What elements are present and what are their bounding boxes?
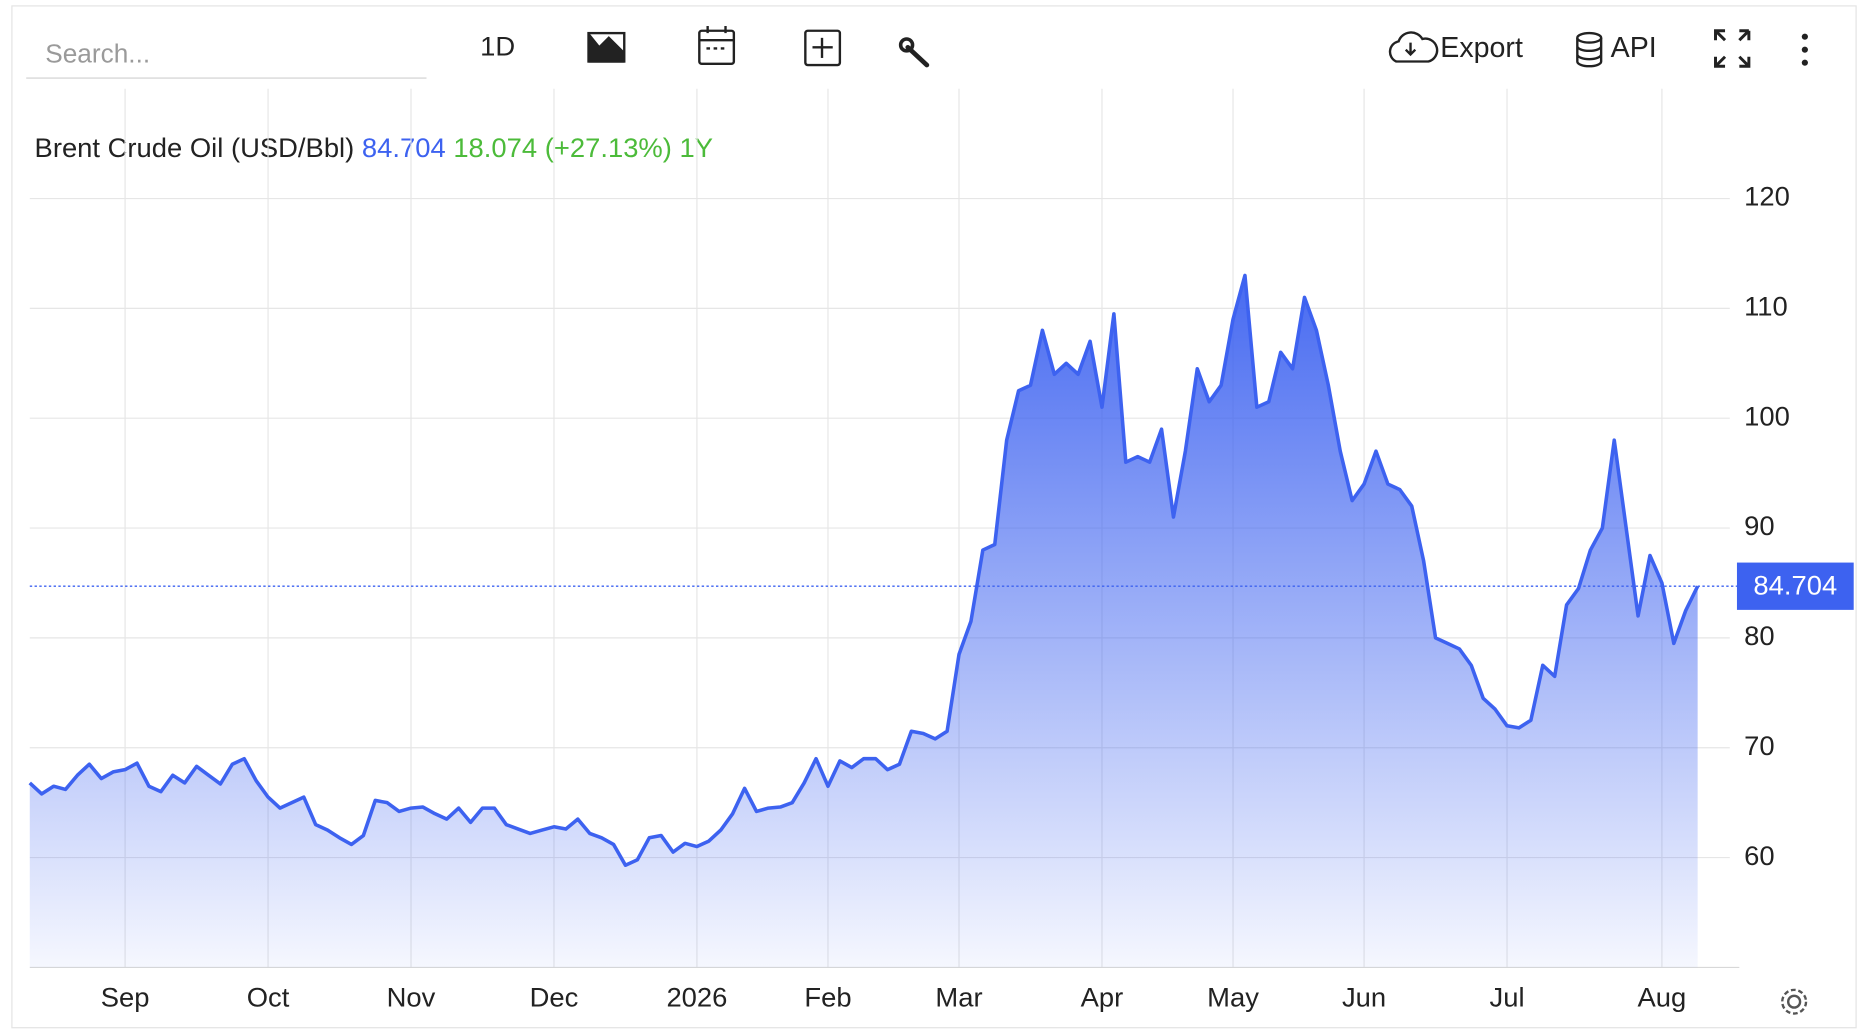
chart-type-icon[interactable] (587, 31, 626, 63)
export-label[interactable]: Export (1440, 32, 1523, 64)
x-tick-label: Mar (935, 982, 982, 1013)
line (28, 273, 1700, 867)
y-tick-label: 60 (1744, 840, 1774, 871)
plot: Sep Oct Nov Dec 2026 Feb Mar Apr May Jun Jul Aug 60 7… (28, 88, 1854, 1013)
chart-title: Brent Crude Oil (USD/Bbl) (35, 132, 355, 163)
y-tick-label: 110 (1744, 291, 1788, 322)
x-tick-label: Sep (101, 982, 150, 1013)
last-price: 84.704 (362, 132, 446, 163)
x-tick-label: Oct (247, 982, 290, 1013)
period: 1Y (680, 132, 714, 163)
settings-icon[interactable] (1781, 988, 1808, 1015)
x-tick-label: Jul (1490, 982, 1525, 1013)
x-tick-label: Nov (387, 982, 436, 1013)
x-tick-label: Jun (1342, 982, 1386, 1013)
y-tick-label: 70 (1744, 730, 1774, 761)
tools-icon[interactable] (898, 37, 930, 68)
area (29, 275, 1698, 968)
api-button[interactable]: API (1576, 31, 1657, 68)
fullscreen-icon[interactable] (1714, 29, 1751, 68)
export-button[interactable]: Export (1388, 31, 1523, 64)
x-tick-label: Feb (804, 982, 851, 1013)
calendar-icon[interactable] (698, 26, 736, 66)
x-tick-label: Dec (530, 982, 579, 1013)
chart-header: Brent Crude Oil (USD/Bbl) 84.704 18.074 … (35, 132, 713, 163)
compare-icon[interactable] (804, 29, 842, 67)
y-tick-label: 100 (1744, 400, 1790, 431)
change-percent: (+27.13%) (545, 132, 672, 163)
x-tick-label: May (1207, 982, 1259, 1013)
interval-button[interactable]: 1D (480, 31, 515, 62)
more-menu[interactable] (1801, 33, 1808, 66)
x-tick-label: Apr (1081, 982, 1124, 1013)
y-tick-label: 90 (1744, 510, 1774, 541)
api-label[interactable]: API (1611, 32, 1657, 64)
change: 18.074 (453, 132, 537, 163)
last-price-badge (1736, 562, 1854, 610)
x-tick-label: Aug (1638, 982, 1687, 1013)
search-box[interactable]: Search... (45, 39, 150, 69)
last-price-label: 84.704 (1753, 570, 1837, 601)
y-tick-label: 80 (1744, 620, 1774, 651)
y-tick-label: 120 (1744, 181, 1790, 212)
x-tick-label: 2026 (666, 982, 727, 1013)
